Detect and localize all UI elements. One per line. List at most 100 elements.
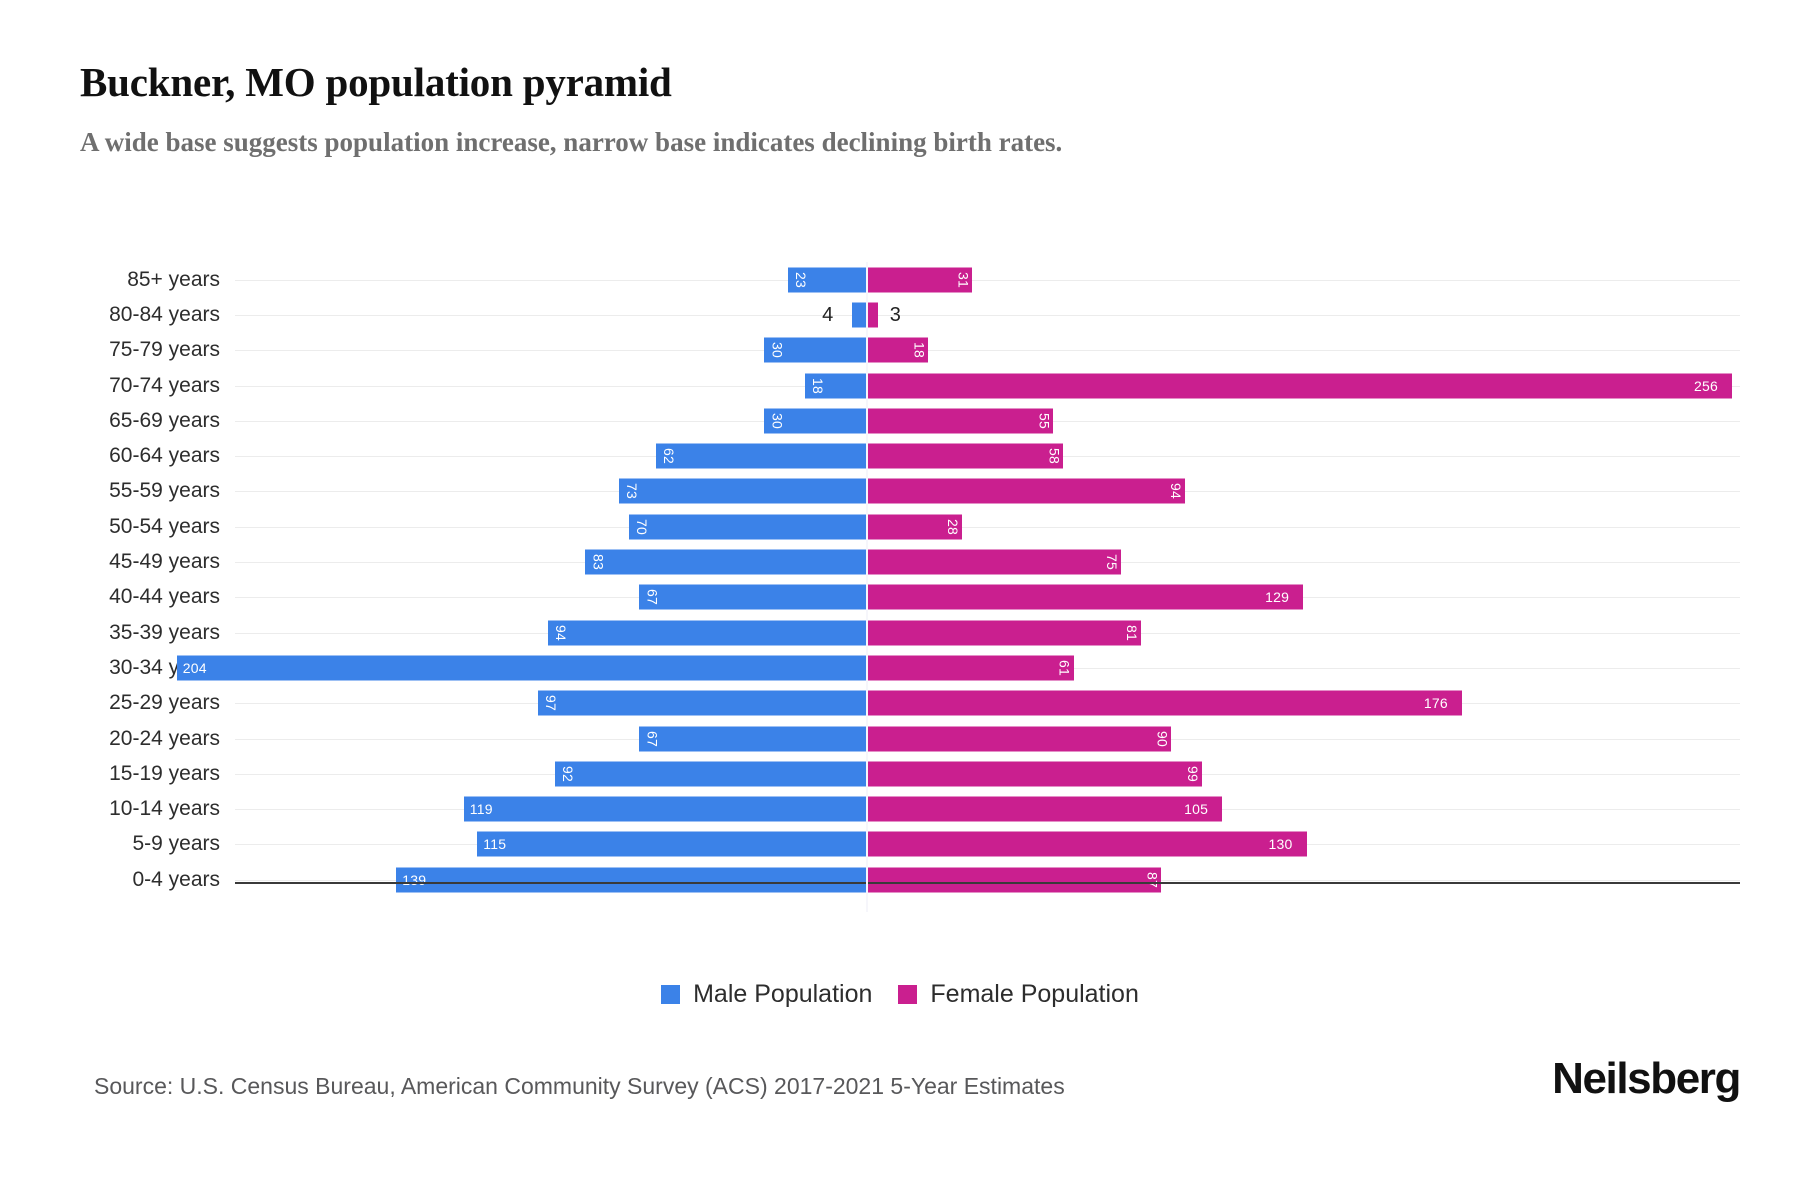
female-bar[interactable] bbox=[867, 408, 1054, 434]
female-bar[interactable] bbox=[867, 761, 1202, 787]
female-value-label: 58 bbox=[1046, 448, 1063, 465]
chart-row: 15-19 years 92 99 bbox=[80, 756, 1740, 791]
bar-track: 30 55 bbox=[235, 403, 1740, 438]
legend-item[interactable]: Male Population bbox=[661, 980, 872, 1009]
bar-track: 30 18 bbox=[235, 333, 1740, 368]
x-axis-baseline bbox=[235, 882, 1740, 884]
source-note: Source: U.S. Census Bureau, American Com… bbox=[94, 1073, 1065, 1099]
chart-row: 55-59 years 73 94 bbox=[80, 474, 1740, 509]
bar-track: 97 176 bbox=[235, 686, 1740, 721]
female-bar[interactable] bbox=[867, 337, 929, 363]
female-bar[interactable] bbox=[867, 443, 1064, 469]
female-value-label: 130 bbox=[1268, 836, 1293, 853]
male-bar[interactable] bbox=[639, 584, 866, 610]
female-bar[interactable] bbox=[867, 478, 1185, 504]
age-group-label: 85+ years bbox=[127, 267, 220, 291]
female-bar[interactable] bbox=[867, 796, 1223, 822]
female-bar[interactable] bbox=[867, 655, 1074, 681]
male-bar[interactable] bbox=[787, 267, 866, 293]
male-bar[interactable] bbox=[477, 831, 866, 857]
female-bar[interactable] bbox=[867, 302, 878, 328]
male-bar[interactable] bbox=[538, 690, 866, 716]
female-value-label: 176 bbox=[1423, 695, 1448, 712]
age-group-label: 15-19 years bbox=[109, 761, 220, 785]
female-value-label: 90 bbox=[1154, 730, 1171, 747]
female-bar[interactable] bbox=[867, 690, 1462, 716]
legend-label: Female Population bbox=[930, 980, 1139, 1008]
female-value-label: 28 bbox=[945, 518, 962, 535]
male-value-label: 119 bbox=[469, 801, 493, 818]
age-group-label: 5-9 years bbox=[132, 832, 220, 856]
male-bar[interactable] bbox=[463, 796, 866, 822]
age-group-label: 10-14 years bbox=[109, 797, 220, 821]
male-value-label: 30 bbox=[769, 412, 786, 429]
female-bar[interactable] bbox=[867, 514, 963, 540]
male-value-label: 73 bbox=[624, 483, 641, 500]
male-bar[interactable] bbox=[764, 337, 866, 363]
male-bar[interactable] bbox=[852, 302, 866, 328]
female-bar[interactable] bbox=[867, 584, 1304, 610]
age-group-label: 45-49 years bbox=[109, 550, 220, 574]
female-bar[interactable] bbox=[867, 267, 973, 293]
male-bar[interactable] bbox=[548, 620, 866, 646]
male-value-label: 83 bbox=[590, 554, 607, 571]
age-group-label: 80-84 years bbox=[109, 302, 220, 326]
center-axis-line bbox=[865, 262, 868, 912]
female-value-label: 55 bbox=[1036, 412, 1053, 429]
legend-swatch-icon bbox=[898, 985, 918, 1004]
male-bar[interactable] bbox=[629, 514, 866, 540]
female-value-label: 99 bbox=[1184, 765, 1201, 782]
chart-rows: 85+ years 23 31 80-84 years 4 3 75-79 years 30 1… bbox=[80, 262, 1740, 893]
male-bar[interactable] bbox=[804, 373, 866, 399]
male-value-label: 30 bbox=[769, 342, 786, 359]
bar-track: 73 94 bbox=[235, 474, 1740, 509]
gridline bbox=[235, 279, 1740, 281]
page-title: Buckner, MO population pyramid bbox=[80, 59, 672, 105]
brand-logo: Neilsberg bbox=[1552, 1054, 1741, 1103]
bar-track: 70 28 bbox=[235, 509, 1740, 544]
chart-row: 40-44 years 67 129 bbox=[80, 580, 1740, 615]
chart-row: 75-79 years 30 18 bbox=[80, 333, 1740, 368]
male-bar[interactable] bbox=[396, 867, 866, 893]
male-bar[interactable] bbox=[619, 478, 866, 504]
male-value-label: 92 bbox=[559, 765, 576, 782]
male-value-label: 18 bbox=[809, 377, 826, 394]
female-value-label: 3 bbox=[889, 303, 902, 326]
gridline bbox=[235, 350, 1740, 352]
male-bar[interactable] bbox=[639, 726, 866, 751]
female-bar[interactable] bbox=[867, 726, 1172, 751]
female-bar[interactable] bbox=[867, 831, 1307, 857]
male-bar[interactable] bbox=[764, 408, 866, 434]
female-bar[interactable] bbox=[867, 373, 1732, 399]
chart-row: 30-34 years 204 61 bbox=[80, 650, 1740, 685]
plot-area: 85+ years 23 31 80-84 years 4 3 75-79 years 30 1… bbox=[80, 262, 1740, 912]
male-value-label: 23 bbox=[792, 271, 809, 288]
legend-item[interactable]: Female Population bbox=[898, 980, 1139, 1009]
female-bar[interactable] bbox=[867, 620, 1142, 646]
gridline bbox=[235, 314, 1740, 316]
age-group-label: 70-74 years bbox=[109, 373, 220, 397]
female-bar[interactable] bbox=[867, 549, 1121, 575]
male-bar[interactable] bbox=[656, 443, 866, 469]
male-value-label: 115 bbox=[483, 836, 507, 853]
female-value-label: 81 bbox=[1124, 624, 1141, 641]
chart-row: 10-14 years 119 105 bbox=[80, 791, 1740, 826]
chart-row: 35-39 years 94 81 bbox=[80, 615, 1740, 650]
chart-legend: Male Population Female Population bbox=[0, 980, 1800, 1009]
male-bar[interactable] bbox=[585, 549, 866, 575]
bar-track: 139 87 bbox=[235, 862, 1740, 897]
bar-track: 62 58 bbox=[235, 438, 1740, 473]
age-group-label: 50-54 years bbox=[109, 514, 220, 538]
age-group-label: 0-4 years bbox=[132, 867, 220, 891]
bar-track: 67 90 bbox=[235, 721, 1740, 756]
male-bar[interactable] bbox=[554, 761, 866, 787]
male-value-label: 70 bbox=[634, 518, 651, 535]
age-group-label: 25-29 years bbox=[109, 691, 220, 715]
female-bar[interactable] bbox=[867, 867, 1162, 893]
bar-track: 204 61 bbox=[176, 650, 1740, 685]
female-value-label: 105 bbox=[1184, 801, 1209, 818]
male-bar[interactable] bbox=[176, 655, 866, 681]
bar-track: 83 75 bbox=[235, 544, 1740, 579]
chart-row: 45-49 years 83 75 bbox=[80, 544, 1740, 579]
